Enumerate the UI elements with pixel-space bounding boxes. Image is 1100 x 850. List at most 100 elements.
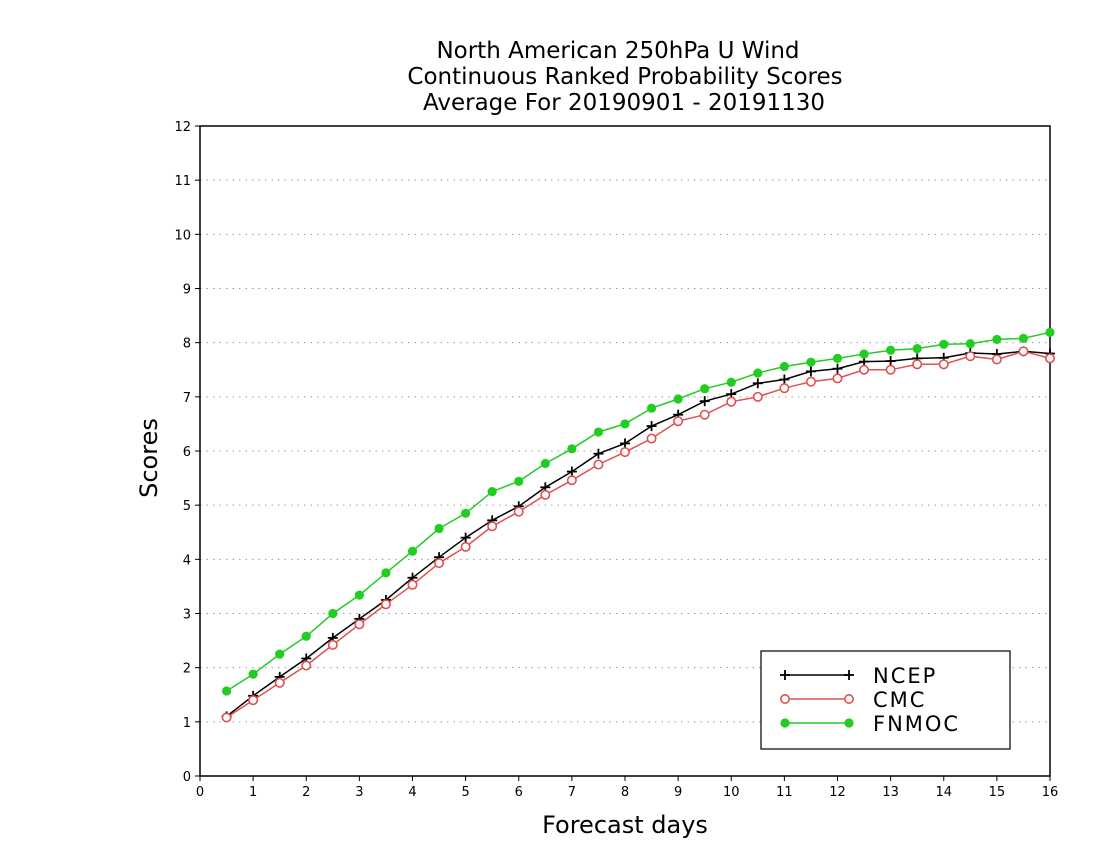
x-tick-label: 3: [355, 785, 363, 800]
point-cmc: [301, 660, 312, 671]
point-cmc: [354, 619, 365, 630]
point-cmc: [752, 391, 763, 402]
legend-label: FNMOC: [873, 712, 960, 736]
point-fnmoc: [328, 608, 338, 619]
point-cmc: [673, 416, 684, 427]
point-cmc: [513, 506, 524, 517]
point-cmc: [327, 639, 338, 650]
legend-marker: [780, 718, 790, 728]
point-cmc: [1045, 353, 1056, 364]
legend-marker: [779, 693, 790, 704]
series-layer: [221, 327, 1056, 723]
point-ncep: [646, 421, 657, 432]
y-tick-label: 4: [183, 553, 191, 568]
y-axis-title: Scores: [135, 418, 163, 498]
point-fnmoc: [859, 349, 869, 359]
point-fnmoc: [540, 458, 550, 469]
y-tick-label: 0: [183, 770, 191, 785]
point-fnmoc: [646, 403, 657, 413]
chart-title: North American 250hPa U Wind Continuous …: [407, 38, 842, 116]
point-ncep: [832, 363, 843, 374]
point-fnmoc: [912, 344, 922, 354]
point-fnmoc: [248, 669, 258, 679]
point-cmc: [646, 433, 657, 444]
x-tick-label: 10: [723, 785, 740, 800]
y-tick-label: 2: [183, 662, 191, 677]
point-fnmoc: [434, 523, 444, 534]
point-ncep: [752, 378, 763, 389]
point-cmc: [248, 695, 259, 706]
y-tick-label: 6: [183, 445, 191, 460]
point-cmc: [832, 373, 843, 384]
y-tick-label: 7: [183, 391, 191, 406]
point-fnmoc: [753, 368, 763, 378]
x-tick-label: 5: [461, 785, 469, 800]
x-tick-label: 1: [249, 785, 257, 800]
point-fnmoc: [886, 345, 896, 355]
x-tick-label: 11: [776, 785, 793, 800]
x-tick-label: 16: [1042, 785, 1059, 800]
point-ncep: [699, 396, 710, 407]
point-fnmoc: [939, 339, 949, 349]
point-cmc: [779, 383, 790, 394]
x-tick-label: 8: [621, 785, 629, 800]
x-tick-label: 13: [882, 785, 899, 800]
legend-item-fnmoc: FNMOC: [780, 712, 960, 736]
point-ncep: [593, 448, 604, 459]
point-ncep: [566, 466, 577, 477]
series-fnmoc: [221, 327, 1055, 696]
point-fnmoc: [221, 686, 232, 696]
point-cmc: [699, 409, 710, 420]
plot-frame: [199, 125, 1051, 777]
x-tick-label: 14: [935, 785, 952, 800]
point-fnmoc: [275, 649, 285, 659]
point-cmc: [380, 599, 391, 610]
point-fnmoc: [806, 357, 816, 367]
y-tick-label: 9: [183, 283, 191, 298]
point-cmc: [1018, 346, 1029, 357]
point-fnmoc: [593, 427, 604, 437]
point-fnmoc: [673, 394, 683, 404]
x-tick-label: 4: [408, 785, 416, 800]
point-cmc: [274, 677, 285, 688]
title-line-2: Continuous Ranked Probability Scores: [407, 64, 842, 90]
point-fnmoc: [726, 377, 736, 387]
legend-marker: [844, 670, 854, 680]
point-ncep: [620, 438, 630, 449]
point-fnmoc: [461, 508, 471, 518]
title-line-3: Average For 20190901 - 20191130: [423, 90, 825, 116]
point-fnmoc: [487, 487, 497, 497]
y-tick-label: 10: [174, 228, 191, 243]
point-fnmoc: [832, 353, 843, 363]
point-fnmoc: [354, 590, 364, 600]
x-tick-label: 12: [829, 785, 846, 800]
point-cmc: [460, 541, 471, 552]
point-cmc: [965, 351, 976, 362]
y-tick-label: 8: [183, 337, 191, 352]
legend-item-cmc: CMC: [779, 688, 924, 712]
point-cmc: [407, 579, 418, 590]
point-cmc: [885, 364, 896, 375]
legend-box: [760, 650, 1011, 750]
legend-label: NCEP: [873, 664, 937, 688]
legend-marker: [780, 670, 790, 680]
y-tick-label: 3: [183, 608, 191, 623]
series-cmc: [221, 346, 1056, 723]
point-cmc: [859, 364, 870, 375]
point-ncep: [460, 532, 471, 543]
series-line-fnmoc: [226, 331, 1051, 692]
title-line-1: North American 250hPa U Wind: [436, 38, 799, 64]
point-fnmoc: [301, 631, 311, 641]
point-cmc: [619, 447, 630, 458]
point-fnmoc: [779, 361, 789, 372]
point-ncep: [779, 374, 790, 385]
point-fnmoc: [1045, 327, 1055, 337]
point-cmc: [221, 712, 232, 723]
point-fnmoc: [965, 339, 975, 349]
point-cmc: [593, 459, 604, 470]
point-cmc: [726, 396, 737, 407]
legend-marker: [843, 693, 854, 704]
x-tick-label: 6: [515, 785, 523, 800]
point-cmc: [805, 376, 816, 387]
